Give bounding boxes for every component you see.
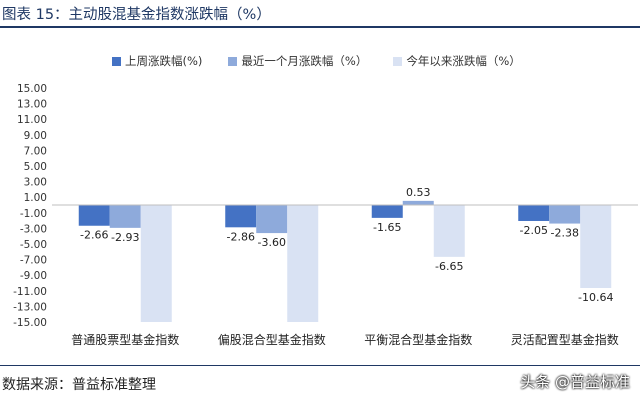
legend-label-monthly: 最近一个月涨跌幅（%） (241, 54, 368, 68)
data-label: -2.05 (520, 224, 548, 237)
y-tick-label: -5.00 (20, 239, 47, 251)
y-tick-label: -7.00 (20, 255, 47, 267)
category-label: 平衡混合型基金指数 (364, 332, 472, 347)
bar (78, 205, 110, 226)
category-label: 灵活配置型基金指数 (511, 332, 619, 347)
y-tick-label: -1.00 (20, 208, 47, 220)
y-tick-label: 3.00 (24, 177, 47, 189)
y-tick-label: 5.00 (24, 161, 47, 173)
legend-swatch-ytd (393, 56, 403, 66)
bar (225, 205, 257, 228)
data-label: -2.86 (227, 230, 255, 243)
data-label: -6.65 (435, 260, 463, 273)
bar (580, 205, 612, 288)
data-label: -3.60 (258, 236, 286, 249)
y-tick-label: 13.00 (17, 99, 47, 111)
y-tick-label: 11.00 (17, 114, 47, 126)
chart-title: 图表 15：主动股混基金指数涨跌幅（%） (2, 7, 271, 23)
data-label: -1.65 (373, 221, 401, 234)
category-label: 普通股票型基金指数 (71, 332, 179, 347)
legend-label-ytd: 今年以来涨跌幅（%） (406, 54, 521, 68)
data-label: -2.93 (111, 231, 139, 244)
y-tick-label: 9.00 (24, 130, 47, 142)
y-tick-label: 15.00 (17, 83, 47, 95)
data-label: -2.38 (551, 227, 579, 240)
legend-swatch-monthly (228, 56, 238, 66)
source-note: 数据来源：普益标准整理 (2, 377, 156, 393)
category-label: 偏股混合型基金指数 (218, 332, 326, 347)
y-tick-label: -13.00 (13, 301, 47, 313)
data-label: -10.64 (578, 291, 613, 304)
bar (140, 205, 172, 322)
bar (371, 205, 403, 218)
legend-swatch-weekly (112, 56, 121, 66)
legend-item-monthly: 最近一个月涨跌幅（%） (228, 53, 367, 69)
y-tick-label: 7.00 (24, 145, 47, 157)
bar (518, 205, 550, 221)
bar (287, 205, 319, 322)
title-divider (0, 26, 640, 28)
data-label: -2.66 (80, 229, 108, 242)
y-tick-label: -3.00 (20, 223, 47, 235)
data-label: 0.53 (406, 186, 431, 199)
bar (109, 205, 141, 228)
bar (256, 205, 288, 234)
y-tick-label: 1.00 (24, 192, 47, 204)
bar (433, 205, 465, 257)
bar (402, 200, 434, 205)
legend-item-ytd: 今年以来涨跌幅（%） (393, 53, 521, 69)
bar (549, 205, 581, 224)
footer-divider (0, 365, 640, 366)
y-tick-label: -9.00 (20, 270, 47, 282)
watermark: 头条 @普益标准 (520, 373, 630, 391)
y-tick-label: -11.00 (13, 286, 47, 298)
y-tick-label: -15.00 (13, 317, 47, 329)
chart-legend: 上周涨跌幅(%) 最近一个月涨跌幅（%） 今年以来涨跌幅（%） (112, 53, 547, 69)
legend-item-weekly: 上周涨跌幅(%) (112, 53, 202, 69)
legend-label-weekly: 上周涨跌幅(%) (125, 54, 203, 68)
